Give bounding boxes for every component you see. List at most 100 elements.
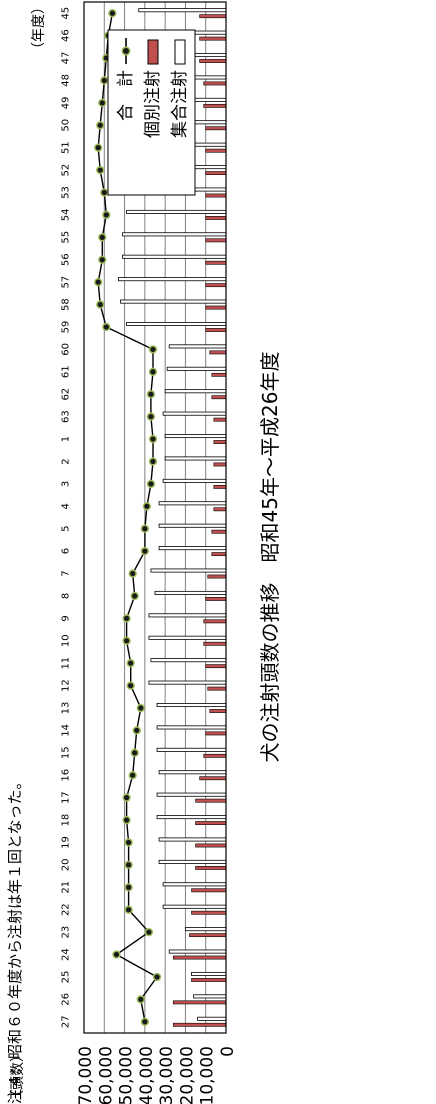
bar-individual: [191, 978, 227, 982]
total-point: [144, 927, 154, 937]
x-tick-label: 27: [61, 1015, 72, 1028]
total-point: [148, 457, 158, 466]
x-tick-label: 47: [61, 52, 72, 65]
x-tick-label: 25: [61, 971, 72, 984]
bar-collective: [126, 209, 227, 214]
total-point: [148, 367, 158, 376]
bar-collective: [158, 546, 227, 551]
bar-individual: [172, 1022, 227, 1027]
bar-individual: [205, 126, 227, 131]
bar-collective: [120, 299, 227, 304]
bar-individual: [191, 888, 227, 893]
x-tick-label: 19: [61, 836, 72, 849]
legend-label-total: 合 計: [116, 70, 136, 121]
y-tick-label: 70,000: [76, 1046, 96, 1104]
x-tick-label: 54: [61, 209, 72, 222]
x-tick-label: 2: [61, 458, 72, 464]
bar-collective: [148, 613, 227, 618]
footnote: 注４：昭和６０年度から注射は年１回となった。: [6, 774, 24, 1104]
total-point: [142, 502, 152, 511]
bar-individual: [213, 440, 227, 444]
bar-individual: [172, 955, 227, 960]
bar-individual: [195, 843, 227, 848]
x-tick-label: 12: [61, 679, 72, 692]
x-tick-label: 58: [61, 298, 72, 311]
x-axis-label: （年度）: [31, 0, 47, 56]
bar-collective: [150, 568, 227, 573]
total-point: [124, 860, 133, 870]
bar-collective: [197, 1016, 227, 1021]
x-tick-label: 5: [61, 526, 72, 532]
chart-title: 犬の注射頭数の推移 昭和45年～平成26年度: [258, 352, 282, 763]
bar-individual: [199, 14, 227, 19]
x-tick-label: 7: [61, 570, 72, 576]
total-line: [97, 13, 159, 1022]
legend-label-individual: 個別注射: [143, 70, 163, 138]
bar-collective: [164, 389, 227, 394]
bar-individual: [203, 753, 227, 758]
bar-individual: [207, 574, 227, 579]
total-point: [98, 233, 107, 242]
chart-labels: 010,00020,00030,00040,00050,00060,00070,…: [6, 0, 282, 1104]
bar-individual: [209, 709, 227, 713]
x-tick-label: 1: [61, 436, 72, 442]
total-point: [146, 412, 156, 421]
x-tick-label: 17: [61, 791, 72, 804]
x-tick-label: 24: [61, 948, 72, 961]
total-point: [94, 278, 103, 287]
bar-collective: [185, 927, 227, 932]
bar-collective: [156, 792, 227, 797]
bar-collective: [122, 254, 227, 259]
total-point: [112, 950, 121, 959]
y-tick-label: 30,000: [157, 1046, 177, 1104]
x-tick-label: 45: [61, 7, 72, 20]
bar-collective: [148, 635, 227, 640]
bar-individual: [195, 821, 227, 825]
legend-marker-total: [121, 46, 131, 56]
bar-individual: [205, 328, 227, 332]
total-point: [152, 972, 162, 982]
bar-individual: [205, 171, 227, 175]
total-point: [122, 636, 131, 645]
x-tick-label: 10: [61, 634, 72, 647]
total-point: [128, 771, 137, 780]
x-tick-label: 57: [61, 276, 72, 289]
bar-individual: [205, 731, 227, 736]
bar-collective: [162, 411, 227, 416]
x-tick-label: 61: [61, 365, 72, 378]
total-point: [126, 659, 135, 668]
bar-individual: [195, 866, 227, 870]
total-point: [136, 703, 145, 713]
total-point: [136, 995, 145, 1004]
total-point: [140, 524, 150, 533]
x-tick-label: 51: [61, 141, 72, 154]
bar-individual: [199, 59, 227, 63]
total-point: [100, 188, 109, 197]
x-tick-label: 52: [61, 164, 72, 177]
total-point: [94, 143, 103, 152]
total-point: [146, 390, 156, 399]
bar-individual: [203, 641, 227, 646]
total-point: [130, 748, 139, 757]
total-point: [140, 546, 150, 556]
bar-collective: [166, 366, 227, 371]
x-tick-label: 26: [61, 993, 72, 1006]
y-tick-label: 10,000: [198, 1046, 218, 1104]
total-point: [122, 793, 131, 802]
total-point: [124, 838, 133, 847]
bar-collective: [158, 523, 227, 528]
plot-frame: [83, 1, 227, 1034]
bar-individual: [203, 81, 227, 86]
total-point: [122, 614, 131, 623]
x-tick-label: 59: [61, 321, 72, 334]
bar-collective: [158, 837, 227, 842]
x-tick-label: 18: [61, 814, 72, 827]
legend-swatch-individual: [147, 39, 159, 65]
bar-individual: [199, 36, 227, 41]
bar-collective: [148, 680, 227, 685]
total-point: [148, 345, 158, 354]
total-point: [102, 322, 111, 332]
bar-individual: [205, 283, 227, 288]
